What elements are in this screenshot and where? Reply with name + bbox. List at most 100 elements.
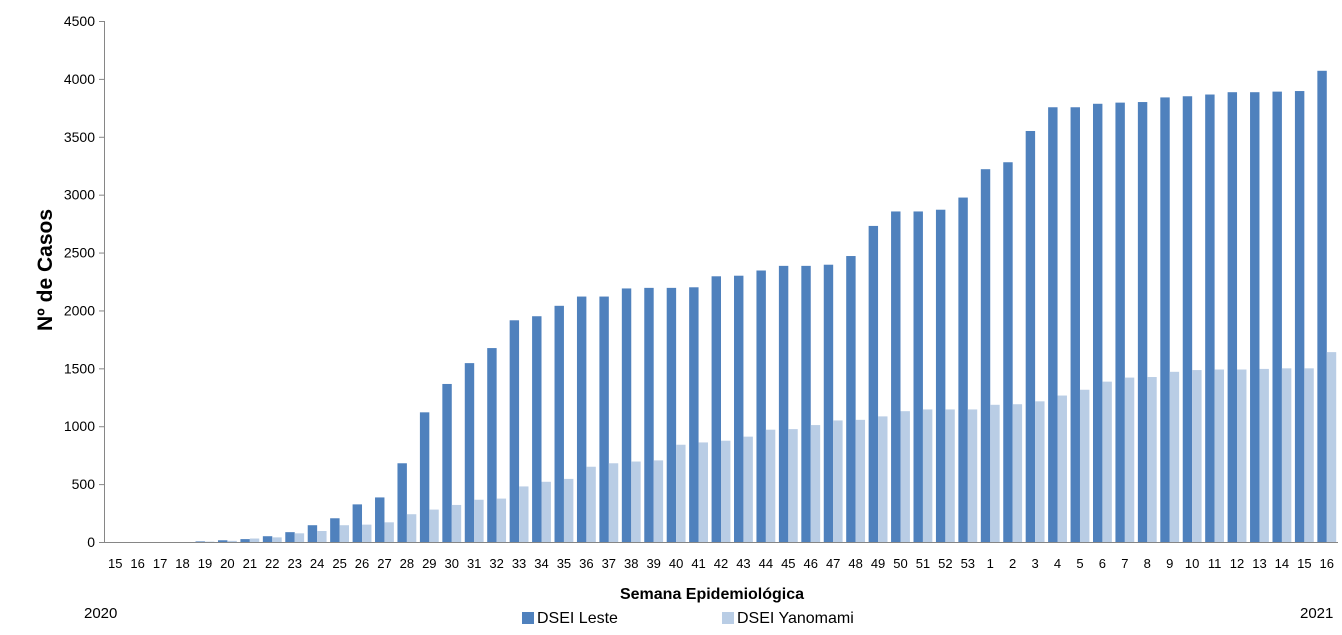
bar-dsei-leste (981, 169, 990, 542)
bar-dsei-leste (1093, 104, 1102, 542)
x-tick-label: 11 (1208, 556, 1222, 571)
bar-dsei-yanomami (317, 531, 326, 542)
bar-dsei-yanomami (474, 500, 483, 542)
bar-dsei-yanomami (945, 409, 954, 542)
x-tick-label: 33 (512, 556, 526, 571)
y-tick-label: 4000 (64, 71, 95, 87)
bar-dsei-leste (240, 539, 249, 542)
bar-dsei-leste (1183, 96, 1192, 542)
bar-dsei-yanomami (564, 479, 573, 542)
x-tick-label: 15 (108, 556, 122, 571)
y-axis-label: Nº de Casos (34, 209, 57, 331)
bar-dsei-leste (1317, 71, 1326, 542)
x-tick-label: 15 (1297, 556, 1311, 571)
x-tick-label: 20 (220, 556, 234, 571)
bar-dsei-yanomami (407, 514, 416, 542)
x-tick-label: 39 (646, 556, 660, 571)
bar-dsei-leste (1003, 162, 1012, 542)
x-tick-label: 35 (557, 556, 571, 571)
x-axis-label: Semana Epidemiológica (620, 586, 804, 603)
x-tick-label: 37 (602, 556, 616, 571)
x-tick-label: 24 (310, 556, 324, 571)
bar-dsei-yanomami (856, 420, 865, 542)
bar-dsei-yanomami (272, 537, 281, 542)
bar-dsei-leste (397, 463, 406, 542)
bar-dsei-yanomami (1147, 377, 1156, 542)
year-label-start: 2020 (84, 605, 117, 622)
bar-dsei-yanomami (743, 437, 752, 542)
bar-dsei-leste (801, 266, 810, 542)
x-tick-label: 41 (691, 556, 705, 571)
y-tick-label: 1000 (64, 418, 95, 434)
bar-dsei-leste (622, 288, 631, 542)
legend-swatch-dsei-yanomami (722, 612, 734, 624)
bar-dsei-yanomami (384, 522, 393, 542)
x-tick-label: 30 (445, 556, 459, 571)
x-tick-label: 23 (287, 556, 301, 571)
bar-dsei-leste (465, 363, 474, 542)
bar-dsei-leste (712, 276, 721, 542)
x-tick-label: 43 (736, 556, 750, 571)
bar-dsei-yanomami (250, 539, 259, 542)
bar-dsei-yanomami (1259, 369, 1268, 542)
bar-dsei-yanomami (631, 462, 640, 542)
x-tick-label: 19 (198, 556, 212, 571)
bar-dsei-leste (824, 265, 833, 542)
y-tick-label: 1500 (64, 360, 95, 376)
bar-dsei-leste (1205, 95, 1214, 542)
legend-label-dsei-leste: DSEI Leste (537, 610, 618, 627)
bar-dsei-leste (218, 540, 227, 542)
x-tick-label: 53 (961, 556, 975, 571)
x-tick-label: 2 (1009, 556, 1016, 571)
bar-dsei-leste (1250, 92, 1259, 542)
x-tick-label: 21 (243, 556, 257, 571)
x-tick-label: 32 (489, 556, 503, 571)
bar-dsei-leste (1026, 131, 1035, 542)
x-tick-label: 25 (332, 556, 346, 571)
x-tick-label: 1 (987, 556, 994, 571)
bar-dsei-leste (869, 226, 878, 542)
x-tick-label: 27 (377, 556, 391, 571)
bar-dsei-yanomami (1304, 368, 1313, 542)
bar-dsei-leste (308, 525, 317, 542)
bar-dsei-leste (1138, 102, 1147, 542)
x-tick-label: 22 (265, 556, 279, 571)
legend-item-dsei-yanomami: DSEI Yanomami (722, 610, 854, 627)
bar-dsei-leste (442, 384, 451, 542)
bar-dsei-yanomami (1170, 372, 1179, 542)
bar-dsei-leste (577, 297, 586, 542)
bar-dsei-yanomami (1080, 390, 1089, 542)
x-tick-label: 45 (781, 556, 795, 571)
bar-dsei-leste (756, 271, 765, 542)
bar-dsei-yanomami (1035, 401, 1044, 542)
bar-dsei-yanomami (497, 499, 506, 542)
bar-dsei-yanomami (340, 525, 349, 542)
x-tick-label: 9 (1166, 556, 1173, 571)
x-tick-label: 5 (1076, 556, 1083, 571)
bar-dsei-yanomami (699, 442, 708, 542)
x-tick-label: 16 (1320, 556, 1334, 571)
x-tick-label: 14 (1275, 556, 1289, 571)
bar-dsei-leste (1071, 107, 1080, 542)
bar-dsei-leste (599, 297, 608, 542)
x-tick-label: 51 (916, 556, 930, 571)
bar-dsei-leste (689, 287, 698, 542)
bar-dsei-leste (263, 536, 272, 542)
bar-dsei-yanomami (429, 510, 438, 542)
bar-dsei-leste (330, 518, 339, 542)
x-tick-label: 34 (534, 556, 548, 571)
bar-dsei-yanomami (900, 411, 909, 542)
x-tick-label: 3 (1031, 556, 1038, 571)
bar-dsei-leste (1160, 97, 1169, 542)
bar-dsei-leste (353, 504, 362, 542)
legend-label-dsei-yanomami: DSEI Yanomami (737, 610, 854, 627)
bar-dsei-yanomami (833, 420, 842, 542)
bar-dsei-leste (667, 288, 676, 542)
bar-dsei-yanomami (1327, 352, 1336, 542)
bar-dsei-yanomami (968, 409, 977, 542)
bar-dsei-leste (779, 266, 788, 542)
bar-dsei-leste (891, 211, 900, 542)
bar-dsei-leste (196, 541, 205, 542)
bar-dsei-yanomami (362, 525, 371, 542)
